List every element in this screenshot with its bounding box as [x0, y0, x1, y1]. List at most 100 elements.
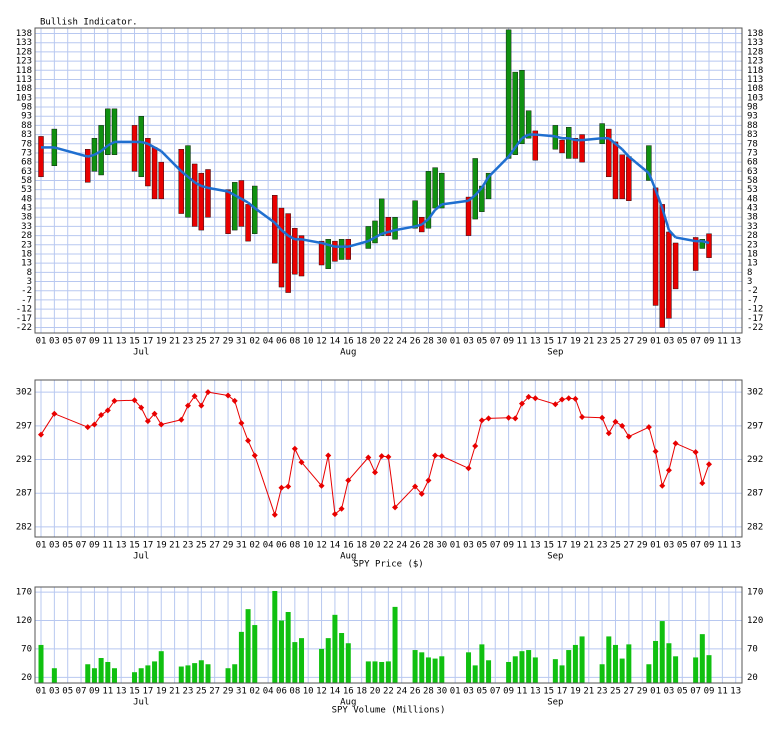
price-point: [385, 453, 392, 460]
volume-bar: [319, 648, 325, 683]
connector: [114, 399, 135, 402]
x-tick-label: 11: [102, 337, 113, 347]
y-tick-label-right: 287: [747, 489, 763, 499]
volume-bar: [325, 638, 331, 683]
indicator-bar: [619, 154, 625, 200]
connector: [280, 229, 289, 237]
indicator-bar: [178, 149, 184, 214]
x-tick-label: 13: [530, 687, 541, 697]
connector: [240, 197, 249, 204]
volume-bar: [666, 643, 672, 683]
price-point: [345, 477, 352, 484]
volume-bar: [178, 666, 184, 683]
indicator-bar: [338, 239, 345, 260]
x-tick-label: 22: [383, 541, 394, 551]
x-tick-label: 19: [156, 541, 167, 551]
price-point: [51, 410, 58, 417]
indicator-bar: [425, 171, 432, 229]
connector: [621, 148, 630, 158]
plot-border: [34, 379, 743, 538]
x-tick-label: 01: [36, 541, 47, 551]
x-tick-label: 01: [650, 337, 661, 347]
connector: [628, 426, 650, 438]
volume-bar: [385, 661, 391, 683]
price-point: [298, 459, 305, 466]
y-tick-label-right: 20: [747, 673, 758, 683]
volume-bar: [158, 651, 164, 683]
connector: [367, 236, 376, 243]
connector: [661, 207, 671, 231]
month-label: Aug: [340, 552, 356, 562]
indicator-bar: [131, 125, 138, 172]
connector: [601, 417, 610, 434]
x-tick-label: 14: [329, 337, 340, 347]
volume-bar: [232, 664, 238, 683]
price-point: [178, 416, 185, 423]
x-tick-label: 03: [49, 541, 60, 551]
x-tick-label: 19: [570, 337, 581, 347]
x-tick-label: 01: [450, 337, 461, 347]
price-point: [111, 397, 118, 404]
volume-bar: [419, 652, 425, 683]
price-point: [572, 395, 579, 402]
x-tick-label: 03: [663, 541, 674, 551]
indicator-bar: [392, 217, 398, 240]
indicator-bar: [38, 136, 44, 178]
y-tick-label: 23: [21, 240, 32, 250]
volume-bar: [659, 621, 665, 683]
y-tick-label-right: 48: [747, 194, 758, 204]
price-point: [559, 396, 566, 403]
x-tick-label: 27: [623, 337, 634, 347]
x-tick-label: 11: [717, 541, 728, 551]
x-tick-label: 17: [557, 337, 568, 347]
indicator-bar: [145, 138, 151, 187]
indicator-bar: [659, 204, 665, 328]
volume-bar: [606, 636, 612, 683]
x-tick-label: 07: [490, 541, 501, 551]
volume-bar: [38, 644, 44, 683]
y-tick-label: 287: [16, 489, 32, 499]
connector: [514, 137, 523, 149]
volume-bar: [272, 590, 278, 683]
y-tick-label: 13: [21, 259, 32, 269]
volume-bar: [238, 631, 244, 683]
volume-bar: [425, 657, 431, 683]
connector: [301, 461, 322, 487]
x-tick-label: 26: [410, 337, 421, 347]
volume-bar: [706, 655, 712, 683]
month-label: Sep: [547, 698, 563, 708]
x-tick-label: 17: [142, 687, 153, 697]
x-tick-label: 15: [543, 337, 554, 347]
y-tick-label-right: 63: [747, 167, 758, 177]
x-tick-label: 23: [597, 337, 608, 347]
x-axis-title: SPY Price ($): [353, 560, 423, 570]
x-tick-label: 07: [690, 337, 701, 347]
y-tick-label-right: 33: [747, 222, 758, 232]
price-point: [438, 453, 445, 460]
connector: [555, 135, 563, 140]
x-tick-label: 03: [49, 337, 60, 347]
x-tick-label: 31: [236, 687, 247, 697]
price-point: [485, 415, 492, 422]
price-point: [38, 431, 44, 438]
volume-bar: [205, 664, 211, 683]
price-point: [144, 418, 151, 425]
connector: [388, 228, 396, 234]
connector: [668, 443, 677, 471]
indicator-bar: [278, 207, 285, 288]
x-tick-label: 27: [209, 541, 220, 551]
x-tick-label: 03: [49, 687, 60, 697]
x-tick-label: 07: [76, 541, 87, 551]
x-tick-label: 07: [690, 541, 701, 551]
connector: [140, 140, 149, 145]
x-tick-label: 06: [276, 337, 287, 347]
connector: [87, 153, 95, 158]
indicator-bar: [512, 71, 518, 155]
y-tick-label-right: 98: [747, 103, 758, 113]
connector: [207, 186, 229, 193]
x-tick-label: 27: [623, 687, 634, 697]
x-tick-label: 25: [610, 337, 621, 347]
indicator-bar: [465, 196, 472, 236]
volume-bar: [519, 651, 525, 683]
indicator-bar: [365, 226, 372, 249]
